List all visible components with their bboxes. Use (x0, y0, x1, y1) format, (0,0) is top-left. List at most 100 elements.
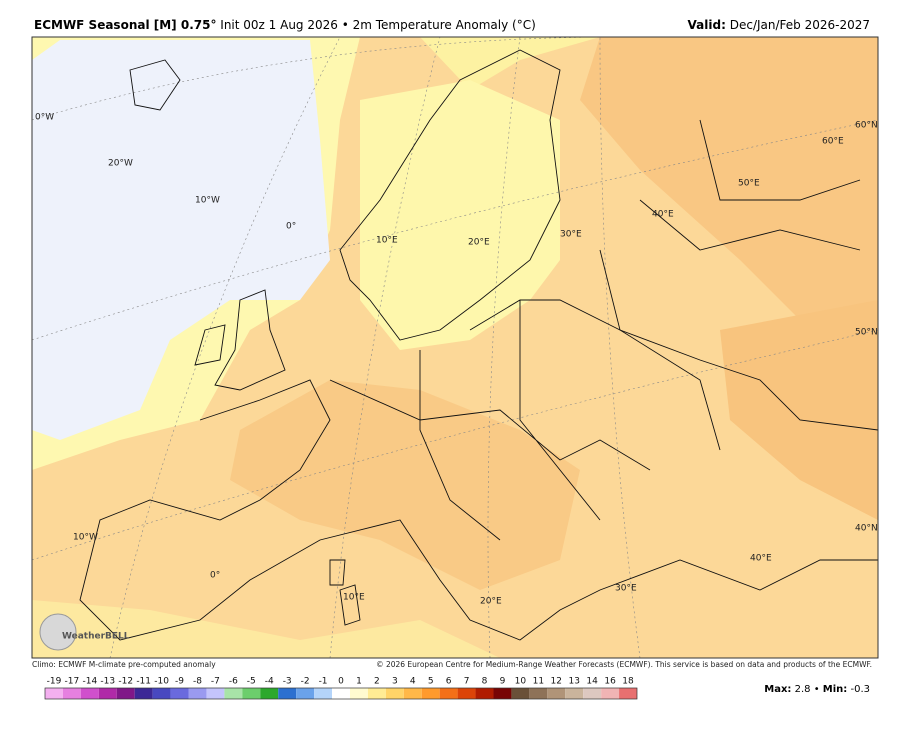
border (329, 119, 861, 541)
color-swatch (152, 688, 171, 699)
color-swatch (170, 688, 189, 699)
colorbar-label: 16 (604, 677, 616, 687)
colorbar-label: -17 (65, 677, 80, 687)
map-frame (31, 36, 879, 659)
coastline (339, 49, 561, 341)
valid: Valid: Dec/Jan/Feb 2026-2027 (688, 18, 870, 32)
colorbar-label: -2 (301, 677, 310, 687)
map-label: 40°E (750, 554, 772, 564)
colorbar-label: 14 (586, 677, 598, 687)
map-label: 40°N (855, 524, 878, 534)
anomaly-zone (720, 300, 878, 520)
map-label: 0° (210, 571, 220, 581)
colorbar-label: -14 (82, 677, 97, 687)
color-swatch (511, 688, 530, 699)
color-swatch (367, 688, 386, 699)
color-swatch (332, 688, 350, 699)
colorbar-label: -7 (211, 677, 220, 687)
map-label: 50°E (738, 179, 760, 189)
color-swatch (116, 688, 135, 699)
color-swatch (547, 688, 566, 699)
map-label: 10°W (73, 533, 98, 543)
color-swatch (80, 688, 99, 699)
map-label: 30°E (615, 584, 637, 594)
colorbar-label: 1 (356, 677, 362, 687)
colorbar-label: -4 (265, 677, 274, 687)
colorbar-label: -10 (154, 677, 169, 687)
color-swatch (529, 688, 548, 699)
colorbar-label: -6 (229, 677, 238, 687)
copyright: © 2026 European Centre for Medium-Range … (376, 660, 872, 669)
colorbar-label: -11 (136, 677, 151, 687)
color-swatch (224, 688, 243, 699)
color-swatch (206, 688, 225, 699)
map: 0°W 20°W 10°W 0° 10°E 20°E 30°E 40°E 50°… (31, 36, 879, 659)
color-swatch (619, 688, 637, 699)
colorbar-label: -12 (118, 677, 133, 687)
valid-value: Dec/Jan/Feb 2026-2027 (730, 18, 870, 32)
coastline (329, 559, 361, 626)
min-label: Min: (823, 684, 848, 695)
colorbar-label: 8 (482, 677, 488, 687)
colorbar-label: -5 (247, 677, 256, 687)
sea (32, 40, 330, 440)
colorbar-label: -13 (100, 677, 115, 687)
map-label: 20°E (468, 238, 490, 248)
colorbar-label: 11 (533, 677, 544, 687)
colorbar-label: -9 (175, 677, 184, 687)
colorbar-frame (44, 687, 638, 700)
map-label: 50°N (855, 328, 878, 338)
map-label: 20°E (480, 597, 502, 607)
colorbar-label: 2 (374, 677, 380, 687)
map-label: 30°E (560, 230, 582, 240)
colorbar-label: 7 (464, 677, 470, 687)
color-swatch (349, 688, 368, 699)
anomaly-zone (230, 380, 580, 590)
map-label: 10°W (195, 196, 220, 206)
color-swatch (242, 688, 261, 699)
coastline (194, 289, 286, 391)
color-swatch (583, 688, 602, 699)
anomaly-zone (580, 37, 878, 320)
graticule (32, 37, 878, 658)
color-swatch (439, 688, 458, 699)
color-swatch (134, 688, 153, 699)
color-swatch (493, 688, 512, 699)
max-value: 2.8 (795, 684, 811, 695)
color-swatch (188, 688, 207, 699)
watermark: WeatherBELL (62, 632, 130, 642)
color-swatch (260, 688, 279, 699)
title: ECMWF Seasonal [M] 0.75° Init 00z 1 Aug … (34, 18, 536, 32)
colorbar: -19 -17 -14 -13 -12 -11 -10 -9 -8 -7 -6 -5 -4 -3 -2 -1 0… (44, 677, 638, 700)
map-label: 20°W (108, 159, 133, 169)
color-swatch (565, 688, 584, 699)
colorbar-label: -1 (319, 677, 328, 687)
colorbar-label: 12 (551, 677, 562, 687)
anomaly-zone (360, 80, 560, 350)
title-rest: Init 00z 1 Aug 2026 • 2m Temperature Ano… (220, 18, 535, 32)
valid-label: Valid: (688, 18, 726, 32)
colorbar-label: 13 (568, 677, 579, 687)
color-swatch (62, 688, 81, 699)
colorbar-label: 5 (428, 677, 434, 687)
title-bold: ECMWF Seasonal [M] 0.75° (34, 18, 216, 32)
colorbar-label: 4 (410, 677, 416, 687)
color-swatch (385, 688, 404, 699)
colorbar-label: -19 (47, 677, 62, 687)
stats: Max: 2.8 • Min: -0.3 (764, 684, 870, 695)
color-swatch (403, 688, 422, 699)
colorbar-label: 3 (392, 677, 398, 687)
colorbar-label: -3 (283, 677, 292, 687)
colorbar-label: 18 (622, 677, 634, 687)
min-value: -0.3 (850, 684, 870, 695)
color-swatch (45, 688, 63, 699)
color-swatch (314, 688, 333, 699)
color-swatch (98, 688, 117, 699)
map-label: 10°E (343, 593, 365, 603)
map-label: 0°W (35, 113, 54, 123)
color-swatch (601, 688, 620, 699)
colorbar-label: 0 (338, 677, 344, 687)
color-swatch (278, 688, 297, 699)
color-swatch (421, 688, 440, 699)
